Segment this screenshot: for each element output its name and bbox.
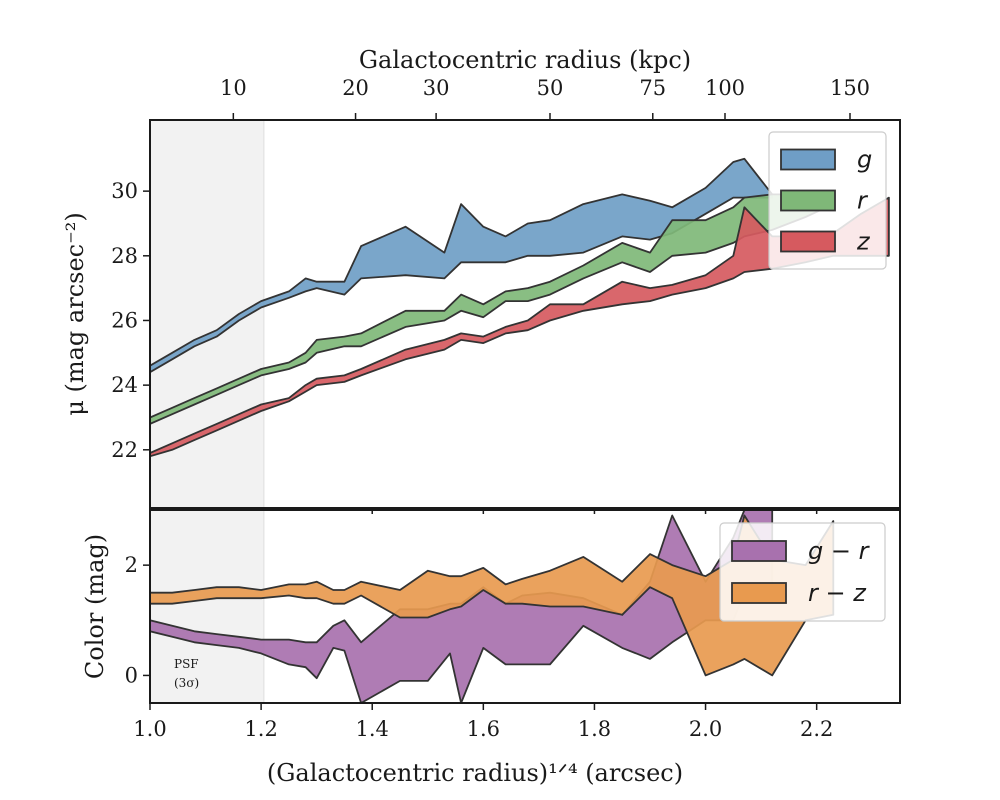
top-axis-title: Galactocentric radius (kpc)	[359, 46, 691, 74]
top-legend-label: r	[857, 187, 869, 215]
bottom-x-tick-label: 1.6	[467, 717, 500, 741]
top-legend-swatch	[780, 148, 836, 171]
top-legend-swatch	[780, 189, 836, 212]
top-legend: grz	[768, 131, 887, 270]
bottom-y-axis-title: Color (mag)	[81, 534, 109, 679]
bottom-band-rz	[150, 514, 835, 677]
bottom-x-tick-label: 1.0	[133, 717, 166, 741]
bottom-panel: 0 2 1.0 1.2 1.4 1.6 1.8 2.0 2.2 (Galactocentric…	[81, 509, 901, 787]
top-band-z	[150, 196, 890, 458]
bottom-legend-label: g − r	[808, 537, 871, 565]
bottom-y-tick-label: 0	[125, 663, 138, 687]
top-legend-label: z	[856, 228, 871, 256]
psf-annotation-line2: (3σ)	[174, 676, 199, 690]
bottom-legend-swatch	[731, 582, 787, 604]
bottom-x-tick-label: 1.2	[244, 717, 277, 741]
bottom-x-tick-label: 2.2	[800, 717, 833, 741]
top-legend-swatch	[780, 230, 836, 253]
top-x-tick-label: 20	[342, 76, 369, 100]
top-y-tick-label: 22	[111, 438, 138, 462]
top-plot-frame	[149, 119, 901, 509]
top-x-tick-label: 50	[537, 76, 564, 100]
top-legend-label: g	[857, 146, 872, 174]
bottom-x-tick-label: 1.4	[356, 717, 389, 741]
bottom-psf-shade	[150, 510, 264, 703]
bottom-x-tick-label: 2.0	[689, 717, 722, 741]
top-y-tick-label: 28	[111, 244, 138, 268]
top-y-tick-label: 30	[111, 179, 138, 203]
bottom-legend: g − r r − z	[719, 522, 886, 622]
top-y-axis-title: μ (mag arcsec⁻²)	[61, 212, 89, 415]
top-x-tick-label: 75	[639, 76, 666, 100]
bottom-x-tick-label: 1.8	[578, 717, 611, 741]
bottom-legend-label: r − z	[808, 579, 867, 607]
top-y-tick-label: 26	[111, 308, 138, 332]
bottom-y-tick-label: 2	[125, 553, 138, 577]
bottom-plot-frame	[149, 509, 901, 704]
top-x-tick-label: 100	[705, 76, 745, 100]
top-x-tick-label: 10	[220, 76, 247, 100]
top-x-tick-label: 30	[423, 76, 450, 100]
bottom-x-axis-title: (Galactocentric radius)¹ᐟ⁴ (arcsec)	[267, 759, 683, 787]
top-panel: 22 24 26 28 30 10 20 30 50 75 100 150 Galactocentr…	[61, 46, 901, 514]
bottom-legend-swatch	[731, 540, 787, 562]
top-x-tick-label: 150	[830, 76, 870, 100]
top-y-tick-label: 24	[111, 373, 138, 397]
psf-annotation-line1: PSF	[174, 657, 199, 671]
